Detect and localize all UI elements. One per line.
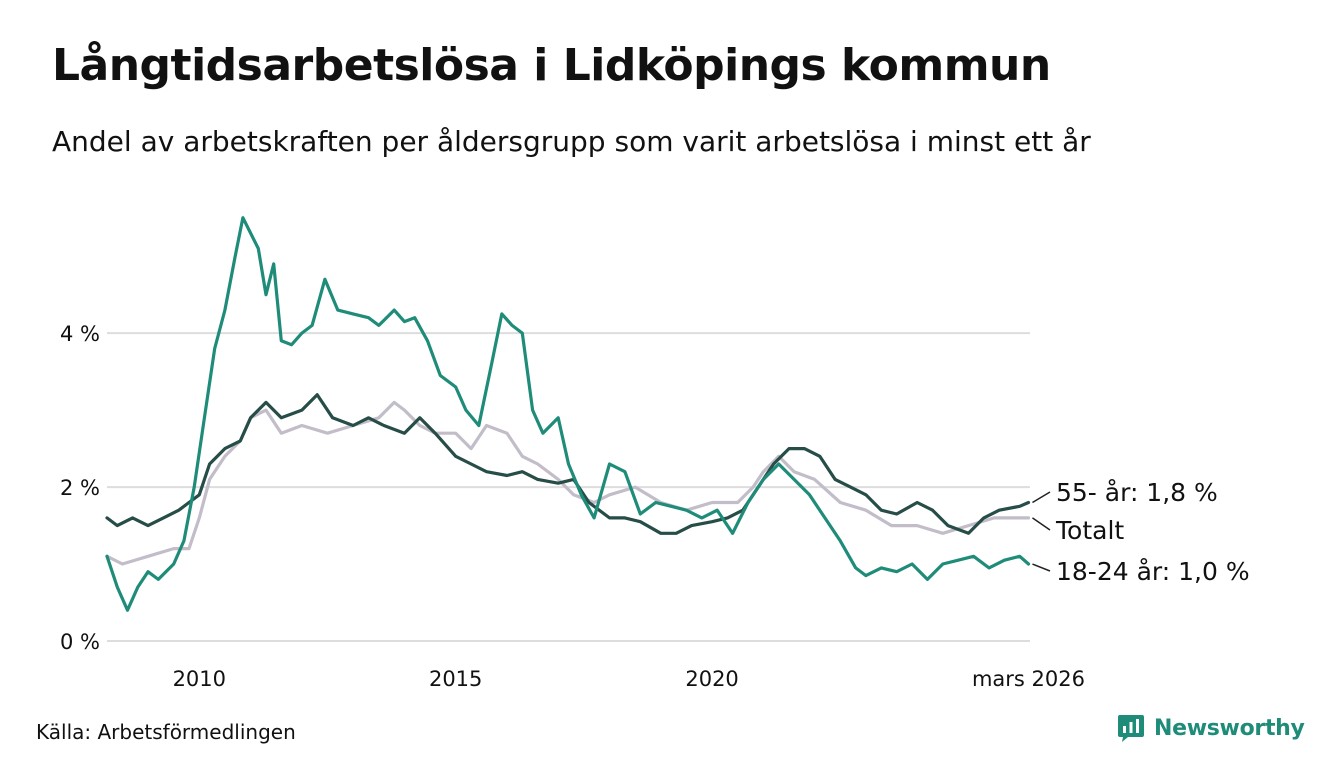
series-line-55-r <box>105 393 1031 535</box>
x-tick-label: 2015 <box>429 667 482 691</box>
series-leader-line <box>1032 517 1051 531</box>
y-tick-label: 0 % <box>60 630 100 654</box>
y-tick-label: 2 % <box>60 476 100 500</box>
source-note: Källa: Arbetsförmedlingen <box>36 720 296 744</box>
x-tick-label: 2020 <box>685 667 738 691</box>
chart-title: Långtidsarbetslösa i Lidköpings kommun <box>52 40 1051 91</box>
series-end-label: 55- år: 1,8 % <box>1056 478 1218 507</box>
newsworthy-logo: Newsworthy <box>1117 713 1305 743</box>
series-line-18-24-r <box>105 216 1031 612</box>
brand-name: Newsworthy <box>1154 715 1305 741</box>
series-end-label: 18-24 år: 1,0 % <box>1056 557 1250 586</box>
series-end-label: Totalt <box>1055 516 1124 545</box>
x-tick-label: mars 2026 <box>972 667 1085 691</box>
chart-subtitle: Andel av arbetskraften per åldersgrupp s… <box>52 125 1091 158</box>
series-leader-line <box>1032 491 1051 504</box>
series-leader-line <box>1032 563 1051 572</box>
x-tick-label: 2010 <box>173 667 226 691</box>
y-tick-label: 4 % <box>60 322 100 346</box>
newsworthy-logo-icon <box>1118 715 1144 742</box>
